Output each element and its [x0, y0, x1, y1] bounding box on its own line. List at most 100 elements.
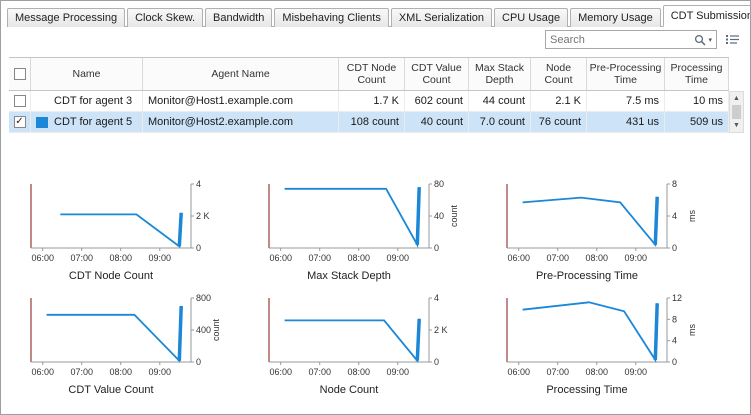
chevron-down-icon: ▾ — [708, 36, 712, 44]
column-header-cdt-value-count[interactable]: CDT Value Count — [405, 58, 469, 90]
data-table: Name Agent Name CDT Node Count CDT Value… — [9, 57, 729, 133]
svg-text:0: 0 — [672, 243, 677, 253]
chart-title: Processing Time — [546, 384, 628, 396]
search-box[interactable]: ▾ — [545, 30, 717, 49]
svg-text:07:00: 07:00 — [308, 367, 331, 377]
svg-text:400: 400 — [196, 325, 211, 335]
chart-pre-processing-time: 8 4 0 06:00 07:00 08:00 09:00 ms Pre-Processing… — [487, 179, 725, 293]
svg-text:12: 12 — [672, 293, 682, 303]
svg-text:08:00: 08:00 — [585, 253, 608, 263]
scrollbar-up-button[interactable]: ▲ — [733, 95, 740, 102]
tab-clock-skew[interactable]: Clock Skew. — [127, 8, 204, 27]
series-color-swatch — [36, 116, 48, 128]
select-all-checkbox[interactable] — [13, 68, 26, 80]
column-header-node-count[interactable]: Node Count — [531, 58, 587, 90]
svg-text:06:00: 06:00 — [31, 253, 54, 263]
tab-message-processing[interactable]: Message Processing — [7, 8, 126, 27]
scrollbar-thumb[interactable] — [732, 105, 741, 119]
column-header-name[interactable]: Name — [31, 58, 143, 90]
select-all-header-cell — [9, 58, 31, 90]
row-name: CDT for agent 3 — [54, 95, 133, 107]
table-header: Name Agent Name CDT Node Count CDT Value… — [9, 57, 729, 91]
row-checkbox[interactable] — [13, 95, 26, 107]
table-row[interactable]: CDT for agent 3 Monitor@Host1.example.co… — [9, 91, 729, 112]
table-row[interactable]: CDT for agent 5 Monitor@Host2.example.co… — [9, 112, 729, 133]
column-header-cdt-node-count[interactable]: CDT Node Count — [339, 58, 405, 90]
cell-cdt-value-count: 602 count — [405, 91, 469, 111]
svg-text:4: 4 — [672, 211, 677, 221]
chart-title: CDT Value Count — [68, 384, 154, 396]
cell-cdt-node-count: 108 count — [339, 112, 405, 132]
chart-title: Max Stack Depth — [307, 270, 391, 282]
cell-node-count: 76 count — [531, 112, 587, 132]
svg-text:08:00: 08:00 — [109, 367, 132, 377]
search-input[interactable] — [546, 33, 691, 46]
svg-text:07:00: 07:00 — [308, 253, 331, 263]
svg-text:2 K: 2 K — [434, 325, 448, 335]
svg-text:09:00: 09:00 — [387, 367, 410, 377]
column-header-pre-processing-time[interactable]: Pre-Processing Time — [587, 58, 665, 90]
tab-memory-usage[interactable]: Memory Usage — [570, 8, 661, 27]
tab-bandwidth[interactable]: Bandwidth — [205, 8, 273, 27]
chart-processing-time: 12 8 4 0 06:00 07:00 08:00 09:00 ms Processing T… — [487, 293, 725, 407]
name-cell: CDT for agent 3 — [31, 91, 143, 111]
svg-text:06:00: 06:00 — [269, 253, 292, 263]
table-scrollbar[interactable]: ▲ ▼ — [729, 91, 744, 133]
chart-cdt-node-count: 4 2 K 0 06:00 07:00 08:00 09:00 CDT Node Count — [11, 179, 249, 293]
svg-text:ms: ms — [687, 324, 697, 336]
svg-text:09:00: 09:00 — [625, 367, 648, 377]
column-header-agent-name[interactable]: Agent Name — [143, 58, 339, 90]
svg-text:09:00: 09:00 — [149, 253, 172, 263]
cell-pre-processing-time: 431 us — [587, 112, 665, 132]
column-header-max-stack-depth[interactable]: Max Stack Depth — [469, 58, 531, 90]
row-name: CDT for agent 5 — [54, 116, 133, 128]
svg-text:8: 8 — [672, 179, 677, 189]
checkbox-cell — [9, 91, 31, 111]
cell-node-count: 2.1 K — [531, 91, 587, 111]
svg-text:count: count — [449, 204, 459, 227]
checkbox-cell — [9, 112, 31, 132]
cell-processing-time: 509 us — [665, 112, 729, 132]
row-checkbox[interactable] — [13, 116, 26, 128]
charts-grid: 4 2 K 0 06:00 07:00 08:00 09:00 CDT Node Count… — [11, 179, 725, 407]
svg-text:07:00: 07:00 — [70, 367, 93, 377]
tab-bar: Message Processing Clock Skew. Bandwidth… — [7, 5, 750, 27]
cell-cdt-value-count: 40 count — [405, 112, 469, 132]
tab-misbehaving-clients[interactable]: Misbehaving Clients — [274, 8, 389, 27]
svg-text:0: 0 — [196, 243, 201, 253]
svg-text:09:00: 09:00 — [149, 367, 172, 377]
chart-max-stack-depth: 80 40 0 06:00 07:00 08:00 09:00 count Max Stack… — [249, 179, 487, 293]
agent-name-cell: Monitor@Host2.example.com — [143, 112, 339, 132]
cell-cdt-node-count: 1.7 K — [339, 91, 405, 111]
column-chooser-icon[interactable] — [723, 32, 741, 48]
chart-plot: 8 4 0 06:00 07:00 08:00 09:00 ms — [487, 179, 725, 272]
chart-cdt-value-count: 800 400 0 06:00 07:00 08:00 09:00 count CDT Val… — [11, 293, 249, 407]
toolbar: ▾ — [545, 30, 741, 49]
svg-text:0: 0 — [672, 357, 677, 367]
name-cell: CDT for agent 5 — [31, 112, 143, 132]
svg-text:09:00: 09:00 — [387, 253, 410, 263]
svg-text:06:00: 06:00 — [507, 253, 530, 263]
scrollbar-down-button[interactable]: ▼ — [733, 122, 740, 129]
svg-text:09:00: 09:00 — [625, 253, 648, 263]
column-header-processing-time[interactable]: Processing Time — [665, 58, 729, 90]
svg-text:08:00: 08:00 — [109, 253, 132, 263]
chart-plot: 4 2 K 0 06:00 07:00 08:00 09:00 — [11, 179, 249, 272]
svg-text:08:00: 08:00 — [347, 367, 370, 377]
tab-cdt-submission[interactable]: CDT Submission — [662, 5, 750, 27]
cell-processing-time: 10 ms — [665, 91, 729, 111]
cell-max-stack-depth: 44 count — [469, 91, 531, 111]
chart-plot: 80 40 0 06:00 07:00 08:00 09:00 count — [249, 179, 487, 272]
svg-text:count: count — [211, 318, 221, 341]
search-options-button[interactable]: ▾ — [690, 31, 716, 48]
cell-pre-processing-time: 7.5 ms — [587, 91, 665, 111]
tab-xml-serialization[interactable]: XML Serialization — [390, 8, 493, 27]
svg-text:8: 8 — [672, 314, 677, 324]
chart-title: Node Count — [319, 384, 379, 396]
svg-text:4: 4 — [434, 293, 439, 303]
cell-max-stack-depth: 7.0 count — [469, 112, 531, 132]
svg-text:06:00: 06:00 — [269, 367, 292, 377]
tab-cpu-usage[interactable]: CPU Usage — [494, 8, 569, 27]
svg-text:2 K: 2 K — [196, 211, 210, 221]
